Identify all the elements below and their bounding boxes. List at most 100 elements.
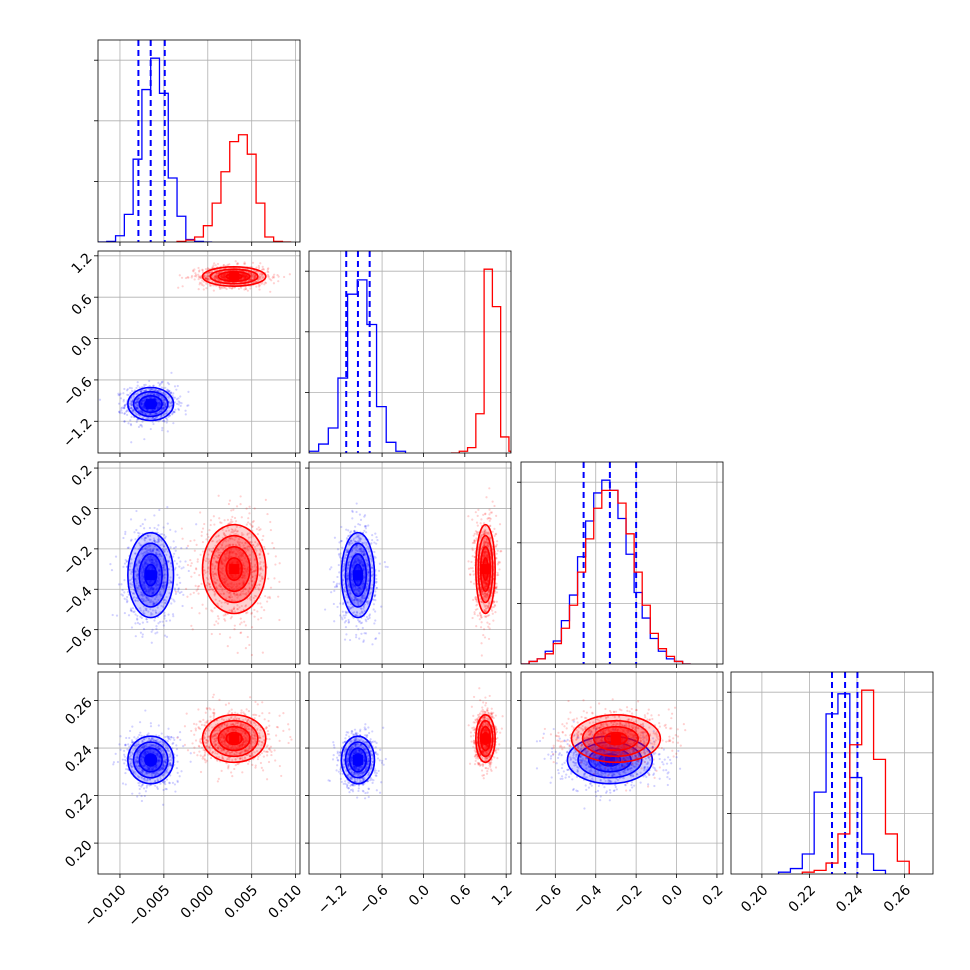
scatter-point xyxy=(223,273,226,276)
scatter-point xyxy=(139,409,142,412)
scatter-point xyxy=(171,412,174,415)
scatter-point xyxy=(139,615,142,618)
scatter-point xyxy=(135,509,138,513)
scatter-point xyxy=(146,397,149,400)
scatter-point xyxy=(232,508,235,511)
scatter-point xyxy=(180,567,183,570)
scatter-point xyxy=(189,593,192,596)
scatter-point xyxy=(148,416,151,419)
scatter-point xyxy=(254,275,257,278)
scatter-point xyxy=(130,407,133,410)
scatter-point xyxy=(213,523,216,526)
scatter-point xyxy=(355,633,358,636)
scatter-point xyxy=(166,389,169,392)
scatter-point xyxy=(174,530,177,533)
scatter-point xyxy=(165,393,168,396)
scatter-point xyxy=(233,516,237,520)
scatter-point xyxy=(375,580,378,584)
scatter-point xyxy=(136,569,140,572)
scatter-point xyxy=(262,275,265,279)
scatter-point xyxy=(126,595,129,599)
scatter-point xyxy=(347,618,350,622)
scatter-point xyxy=(222,273,226,277)
scatter-point xyxy=(142,389,145,393)
scatter-point xyxy=(235,505,239,508)
scatter-point xyxy=(135,406,138,409)
scatter-point xyxy=(144,562,147,565)
scatter-point xyxy=(248,643,251,647)
scatter-point xyxy=(129,422,133,426)
scatter-point xyxy=(149,417,152,420)
scatter-point xyxy=(162,406,165,410)
scatter-point xyxy=(332,580,335,584)
scatter-panel-2-0 xyxy=(109,494,281,657)
scatter-point xyxy=(357,628,360,631)
scatter-point xyxy=(194,272,197,275)
scatter-point xyxy=(208,529,211,532)
scatter-point xyxy=(218,632,222,636)
scatter-point xyxy=(153,393,156,396)
scatter-point xyxy=(343,621,347,624)
scatter-point xyxy=(218,287,222,290)
contour-line xyxy=(132,390,169,418)
scatter-point xyxy=(206,267,209,270)
scatter-point xyxy=(196,558,199,561)
scatter-point xyxy=(126,413,129,416)
scatter-point xyxy=(238,623,242,626)
scatter-point xyxy=(163,611,166,614)
scatter-point xyxy=(155,563,158,567)
scatter-point xyxy=(139,524,142,528)
scatter-point xyxy=(253,276,256,279)
scatter-point xyxy=(111,613,114,617)
scatter-point xyxy=(162,405,166,409)
scatter-point xyxy=(249,271,252,275)
scatter-point xyxy=(154,388,157,391)
scatter-point xyxy=(140,402,143,405)
scatter-point xyxy=(157,394,160,397)
scatter-point xyxy=(371,538,374,542)
scatter-point xyxy=(123,579,126,582)
scatter-point xyxy=(242,276,245,279)
scatter-point xyxy=(149,587,153,590)
scatter-point xyxy=(198,275,201,278)
scatter-point xyxy=(375,574,378,577)
scatter-point xyxy=(343,638,347,641)
scatter-point xyxy=(277,280,280,283)
scatter-point xyxy=(233,624,236,627)
scatter-point xyxy=(229,636,232,639)
scatter-point xyxy=(167,396,170,399)
scatter-point xyxy=(140,401,143,404)
scatter-point xyxy=(373,622,376,625)
scatter-point xyxy=(166,409,169,413)
scatter-point xyxy=(278,618,281,622)
scatter-point xyxy=(135,420,138,424)
scatter-point xyxy=(223,275,226,278)
scatter-point xyxy=(338,582,341,585)
scatter-point xyxy=(242,274,245,278)
scatter-point xyxy=(355,625,358,628)
scatter-point xyxy=(150,641,153,644)
scatter-point xyxy=(117,402,121,405)
scatter-point xyxy=(242,274,246,277)
scatter-point xyxy=(156,393,159,396)
scatter-point xyxy=(140,425,144,428)
scatter-point xyxy=(148,545,151,548)
scatter-point xyxy=(207,279,211,282)
scatter-point xyxy=(158,401,162,404)
scatter-point xyxy=(168,400,171,404)
scatter-point xyxy=(151,392,154,395)
scatter-point xyxy=(366,617,370,621)
scatter-point xyxy=(218,271,221,274)
scatter-point xyxy=(179,395,182,398)
scatter-point xyxy=(384,565,387,568)
scatter-point xyxy=(151,409,154,412)
scatter-point xyxy=(372,608,375,611)
scatter-point xyxy=(173,411,176,414)
scatter-point xyxy=(342,601,345,604)
scatter-point xyxy=(261,538,264,541)
scatter-point xyxy=(333,620,336,623)
scatter-point xyxy=(187,390,190,393)
scatter-point xyxy=(156,583,159,586)
scatter-point xyxy=(162,407,165,410)
scatter-point xyxy=(338,571,341,574)
